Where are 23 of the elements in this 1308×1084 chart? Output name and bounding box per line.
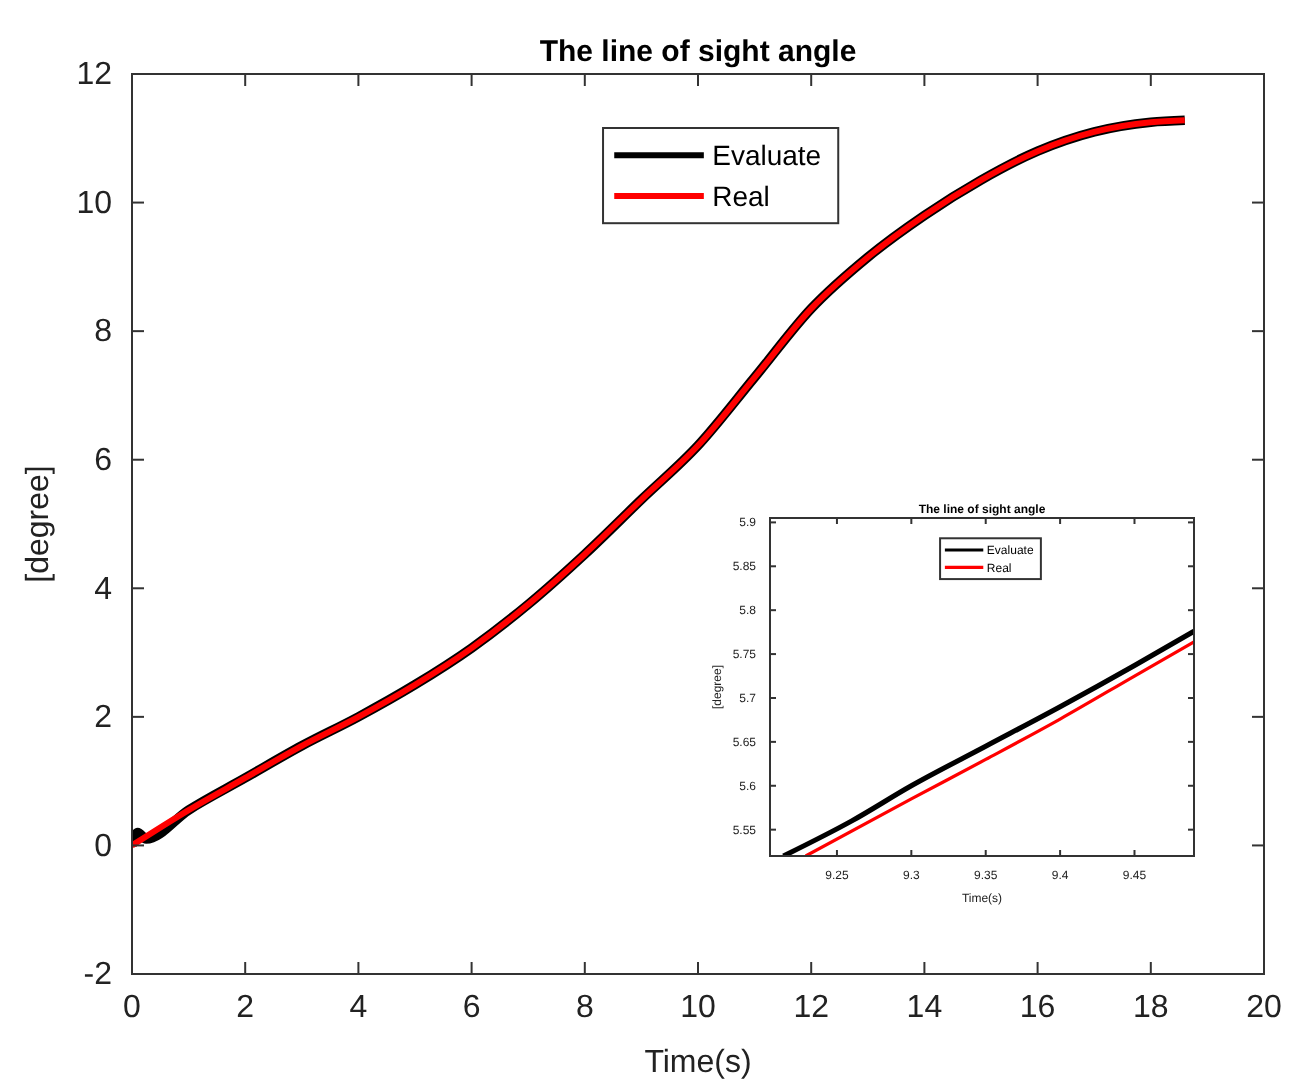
x-axis-title: Time(s)	[644, 1045, 752, 1080]
y-tick-label: -2	[83, 958, 113, 993]
x-tick-label: 8	[575, 990, 594, 1025]
x-tick-label: 20	[1246, 990, 1282, 1025]
y-tick-label: 2	[94, 701, 113, 736]
x-tick-label: 2	[236, 990, 255, 1025]
legend-label: Real	[712, 179, 770, 212]
x-tick-label: 14	[906, 990, 943, 1025]
y-tick-label: 6	[94, 443, 113, 478]
y-tick-label: 8	[94, 315, 113, 350]
x-tick-label: 6	[462, 990, 481, 1025]
x-tick-label: 10	[680, 990, 716, 1025]
chart-title: The line of sight angle	[539, 34, 857, 69]
x-tick-label: 0	[123, 990, 142, 1025]
y-axis-title: [degree]	[22, 465, 57, 583]
y-tick-label: 12	[76, 58, 113, 93]
legend-label: Evaluate	[712, 139, 822, 172]
x-tick-label: 12	[793, 990, 830, 1025]
y-tick-label: 10	[76, 186, 113, 221]
x-tick-label: 18	[1133, 990, 1169, 1025]
y-tick-label: 4	[94, 572, 113, 607]
x-tick-label: 16	[1019, 990, 1056, 1025]
x-tick-label: 4	[349, 990, 368, 1025]
